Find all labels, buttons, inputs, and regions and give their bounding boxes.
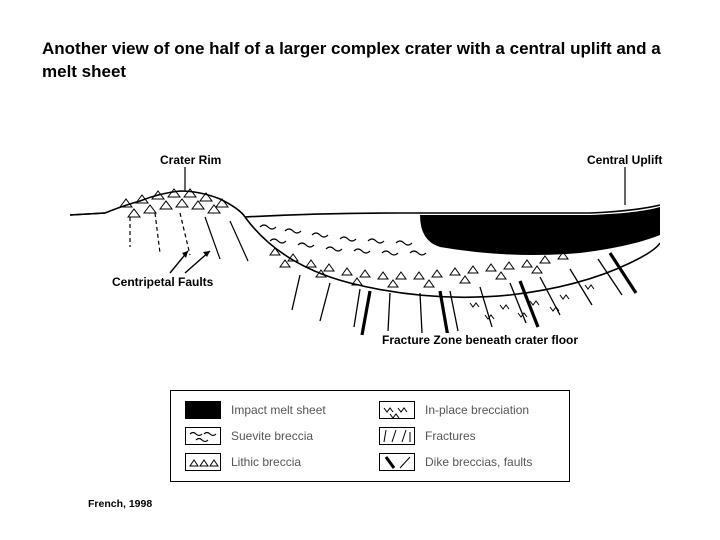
label-central-uplift: Central Uplift (585, 153, 664, 167)
swatch-inplace (379, 401, 415, 419)
legend-label: Impact melt sheet (231, 403, 326, 417)
legend-item-dike: Dike breccias, faults (379, 453, 555, 471)
label-centripetal-faults: Centripetal Faults (110, 275, 215, 289)
legend-item-melt: Impact melt sheet (185, 401, 361, 419)
swatch-suevite (185, 427, 221, 445)
legend-label: Dike breccias, faults (425, 455, 532, 469)
legend-item-inplace: In-place brecciation (379, 401, 555, 419)
legend-label: Fractures (425, 429, 476, 443)
label-fracture-zone: Fracture Zone beneath crater floor (380, 333, 580, 347)
page-title: Another view of one half of a larger com… (42, 38, 678, 84)
legend-label: Suevite breccia (231, 429, 313, 443)
label-crater-rim: Crater Rim (158, 153, 223, 167)
legend-label: In-place brecciation (425, 403, 529, 417)
swatch-melt (185, 401, 221, 419)
swatch-lithic (185, 453, 221, 471)
swatch-fractures (379, 427, 415, 445)
swatch-dike (379, 453, 415, 471)
legend-label: Lithic breccia (231, 455, 301, 469)
legend-item-lithic: Lithic breccia (185, 453, 361, 471)
crater-diagram: Crater Rim Central Uplift Centripetal Fa… (70, 155, 660, 365)
credit: French, 1998 (88, 498, 152, 510)
legend-item-fractures: Fractures (379, 427, 555, 445)
legend: Impact melt sheet In-place brecciation S… (170, 390, 570, 482)
legend-item-suevite: Suevite breccia (185, 427, 361, 445)
